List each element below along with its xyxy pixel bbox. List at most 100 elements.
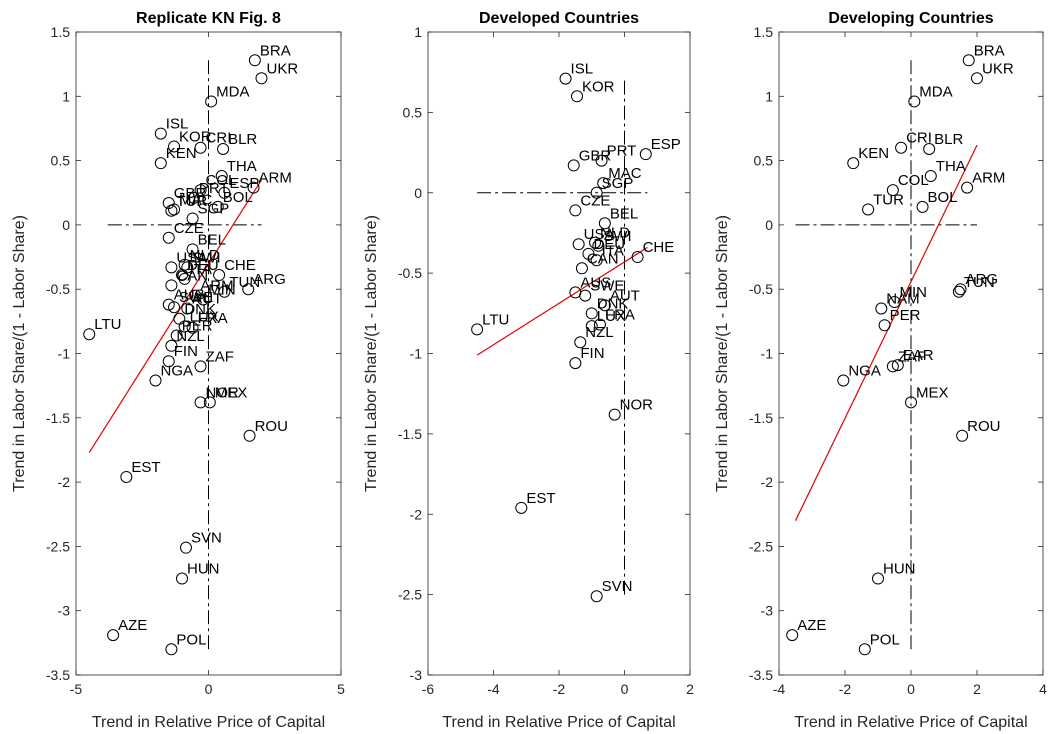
- point-label-ita: ITA: [190, 261, 212, 278]
- point-label-bol: BOL: [223, 189, 253, 206]
- point-label-pol: POL: [176, 631, 206, 648]
- data-point-zaf: [194, 360, 207, 373]
- x-tick-label: -4: [487, 681, 500, 697]
- y-tick-label: -3.5: [46, 667, 70, 683]
- data-point-che: [213, 269, 226, 282]
- point-label-che: CHE: [643, 239, 675, 256]
- point-label-bra: BRA: [260, 42, 291, 59]
- data-point-nzl: [165, 339, 178, 352]
- point-label-svn: SVN: [191, 530, 222, 547]
- data-point-est: [515, 501, 528, 514]
- data-point-cze: [162, 231, 175, 244]
- point-label-nor: NOR: [620, 397, 654, 414]
- point-label-nld: NLD: [190, 247, 220, 264]
- data-point-hun: [176, 572, 188, 585]
- x-axis-label: Trend in Relative Price of Capital: [92, 714, 325, 731]
- point-label-tha: THA: [936, 158, 966, 175]
- data-point-ken: [154, 157, 167, 170]
- regression-fit-line: [794, 144, 978, 521]
- point-label-nld: NLD: [600, 225, 630, 242]
- y-tick-label: 1: [414, 24, 422, 40]
- y-tick-label: -3: [58, 603, 71, 619]
- y-axis-label: Trend in Labor Share/(1 - Labor Share): [714, 215, 731, 492]
- point-label-mac: MAC: [608, 165, 642, 182]
- data-point-pol: [165, 643, 178, 656]
- data-point-sgp: [590, 186, 603, 199]
- point-label-zaf: ZAF: [898, 348, 926, 365]
- point-label-mda: MDA: [216, 83, 249, 100]
- data-point-esp: [639, 148, 652, 161]
- point-label-arg: ARG: [253, 271, 286, 288]
- data-point-deu: [176, 269, 188, 282]
- data-point-cri: [194, 141, 207, 154]
- point-label-sgp: SGP: [602, 175, 634, 192]
- chart-title: Developed Countries: [479, 10, 639, 27]
- data-point-ear: [891, 359, 904, 372]
- data-point-arg: [242, 283, 255, 296]
- data-point-lux: [178, 320, 191, 333]
- y-tick-label: -2: [761, 474, 774, 490]
- y-tick-label: -1.5: [749, 410, 773, 426]
- data-point-arm: [189, 289, 202, 302]
- data-point-zaf: [886, 360, 899, 373]
- y-tick-label: -1.5: [398, 426, 422, 442]
- point-label-ukr: UKR: [982, 60, 1014, 77]
- point-label-arm: ARM: [972, 170, 1005, 187]
- data-point-cri: [895, 141, 908, 154]
- data-point-bel: [186, 243, 199, 256]
- point-label-kor: KOR: [179, 128, 212, 145]
- point-label-bel: BEL: [610, 205, 638, 222]
- data-point-mda: [908, 95, 921, 108]
- point-label-ltu: LTU: [94, 316, 121, 333]
- data-point-aut: [181, 302, 194, 315]
- point-label-isl: ISL: [166, 116, 189, 133]
- data-point-fra: [186, 321, 199, 334]
- point-label-arm: ARM: [259, 170, 292, 187]
- point-label-kor: KOR: [582, 78, 615, 95]
- data-point-mex: [905, 396, 917, 409]
- data-point-arg: [954, 283, 967, 296]
- y-tick-label: 0: [62, 217, 70, 233]
- x-tick-label: -4: [773, 681, 786, 697]
- chart-title: Replicate KN Fig. 8: [136, 10, 281, 27]
- data-point-usa: [165, 261, 178, 274]
- data-point-cze: [569, 204, 582, 217]
- data-point-ukr: [255, 72, 268, 85]
- point-label-fra: FRA: [605, 307, 635, 324]
- point-label-hun: HUN: [187, 561, 220, 578]
- point-label-can: CAN: [587, 250, 619, 267]
- x-axis-label: Trend in Relative Price of Capital: [794, 714, 1027, 731]
- data-point-fin: [162, 355, 175, 368]
- point-label-deu: DEU: [593, 236, 625, 253]
- data-point-bol: [916, 200, 929, 213]
- data-point-ita: [178, 272, 191, 285]
- y-tick-label: 1.5: [754, 24, 774, 40]
- x-tick-label: 2: [686, 681, 694, 697]
- data-point-ken: [847, 157, 860, 170]
- data-point-tur: [165, 204, 178, 217]
- point-label-ukr: UKR: [267, 60, 299, 77]
- point-label-swe: SWE: [179, 289, 213, 306]
- data-point-arm: [961, 181, 974, 194]
- point-label-bel: BEL: [198, 231, 226, 248]
- y-tick-label: -2: [58, 474, 71, 490]
- y-tick-label: -3: [761, 603, 774, 619]
- data-point-col: [194, 184, 207, 197]
- data-point-ukr: [971, 72, 983, 85]
- point-label-fin: FIN: [174, 343, 198, 360]
- data-point-gbr: [567, 159, 580, 172]
- point-label-aut: AUT: [610, 287, 640, 304]
- data-point-che: [631, 251, 644, 264]
- y-tick-label: -0.5: [46, 281, 70, 297]
- data-point-blr: [923, 143, 936, 156]
- point-label-aze: AZE: [797, 617, 826, 634]
- y-tick-label: 0: [765, 217, 773, 233]
- point-label-pol: POL: [870, 631, 900, 648]
- data-point-sgp: [186, 212, 199, 225]
- data-point-nga: [149, 374, 162, 387]
- data-point-nga: [837, 374, 850, 387]
- data-point-pol: [858, 643, 871, 656]
- point-label-tha: THA: [227, 158, 257, 175]
- point-label-cze: CZE: [174, 220, 204, 237]
- y-tick-label: -2.5: [398, 587, 422, 603]
